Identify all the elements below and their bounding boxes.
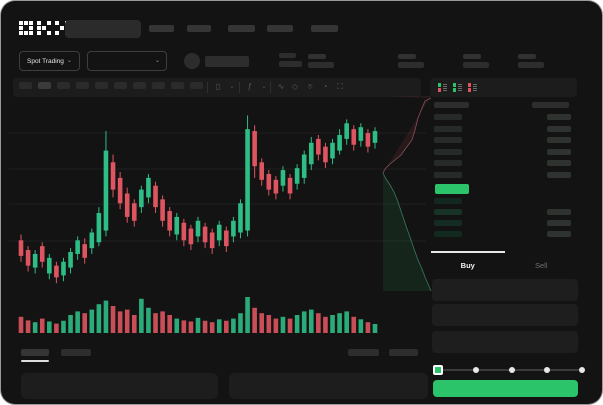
slider-stop[interactable] xyxy=(579,367,585,373)
chevron-down-icon[interactable]: ⌄ xyxy=(261,84,267,90)
ask-amount-placeholder[interactable] xyxy=(547,148,571,155)
bid-price-placeholder[interactable] xyxy=(434,220,462,226)
timeframe-button[interactable] xyxy=(114,82,127,89)
bid-price-placeholder[interactable] xyxy=(434,198,462,204)
stat-value-placeholder xyxy=(398,62,424,68)
timeframe-button[interactable] xyxy=(19,82,32,89)
price-placeholder xyxy=(279,53,296,58)
nav-item-placeholder[interactable] xyxy=(228,25,255,32)
stat-label-placeholder xyxy=(398,54,416,59)
timeframe-button[interactable] xyxy=(152,82,165,89)
stat-value-placeholder xyxy=(308,62,334,68)
orders-panel xyxy=(21,373,218,399)
order-input-field[interactable] xyxy=(432,331,578,353)
bottom-tab-active-placeholder[interactable] xyxy=(21,349,49,356)
bottom-tab-placeholder[interactable] xyxy=(61,349,91,356)
okx-logo-letter xyxy=(37,21,51,35)
ask-price-placeholder[interactable] xyxy=(434,148,462,155)
bids-view-icon[interactable] xyxy=(452,82,463,93)
nav-item-placeholder[interactable] xyxy=(267,25,293,32)
trade-tabs: Buy Sell xyxy=(431,251,578,277)
timeframe-button[interactable] xyxy=(57,82,70,89)
ask-price-placeholder[interactable] xyxy=(434,137,462,143)
chevron-down-icon[interactable]: ⌄ xyxy=(229,84,235,90)
slider-stop[interactable] xyxy=(473,367,480,373)
timeframe-button[interactable] xyxy=(171,82,184,89)
market-type-selector[interactable]: Spot Trading ⌄ xyxy=(19,51,80,71)
bid-price-placeholder[interactable] xyxy=(434,231,462,237)
ask-amount-placeholder[interactable] xyxy=(547,160,571,166)
bid-price-placeholder[interactable] xyxy=(434,209,462,215)
order-input-field[interactable] xyxy=(432,279,578,301)
ask-price-placeholder[interactable] xyxy=(434,171,462,178)
timeframe-button[interactable] xyxy=(190,82,203,89)
okx-logo-letter xyxy=(19,21,33,35)
last-price-badge[interactable] xyxy=(435,184,469,194)
nav-item-placeholder[interactable] xyxy=(149,25,174,32)
pair-name-placeholder xyxy=(205,56,249,67)
stat-value-placeholder xyxy=(463,62,489,68)
fullscreen-icon[interactable]: ⛶ xyxy=(337,82,343,91)
ask-amount-placeholder[interactable] xyxy=(547,114,571,120)
nav-item-placeholder[interactable] xyxy=(187,25,211,32)
okx-logo[interactable] xyxy=(19,21,69,35)
timeframe-button[interactable] xyxy=(95,82,108,89)
orderbook-header-placeholder xyxy=(434,102,469,108)
orderbook-toolbar xyxy=(430,78,577,97)
active-tab-indicator xyxy=(21,360,49,362)
pair-dropdown[interactable]: ⌄ xyxy=(87,51,167,71)
asks-view-icon[interactable] xyxy=(467,82,478,93)
camera-icon[interactable]: ⌾ xyxy=(307,82,313,91)
price-sub-placeholder xyxy=(279,61,302,67)
timeframe-button[interactable] xyxy=(76,82,89,89)
history-panel xyxy=(229,373,428,399)
slider-stop[interactable] xyxy=(508,367,515,373)
tab-buy[interactable]: Buy xyxy=(431,251,505,277)
line-tool-icon[interactable]: ∿ xyxy=(277,82,285,91)
market-type-label: Spot Trading xyxy=(27,57,64,65)
tab-sell[interactable]: Sell xyxy=(534,260,548,270)
order-input-field[interactable] xyxy=(432,304,578,326)
ask-amount-placeholder[interactable] xyxy=(547,137,571,143)
bid-amount-placeholder[interactable] xyxy=(547,209,571,215)
amount-slider-handle[interactable] xyxy=(433,365,443,375)
bid-amount-placeholder[interactable] xyxy=(547,220,571,226)
split-view-icon[interactable] xyxy=(437,82,448,93)
order-book xyxy=(431,96,578,241)
ask-price-placeholder[interactable] xyxy=(434,125,462,132)
stat-value-placeholder xyxy=(518,62,544,68)
candlestick-chart[interactable] xyxy=(1,96,431,336)
timeframe-button[interactable] xyxy=(133,82,146,89)
ask-price-placeholder[interactable] xyxy=(434,114,462,120)
slider-stop[interactable] xyxy=(543,367,550,373)
indicators-icon[interactable]: ƒ xyxy=(247,82,253,91)
stat-label-placeholder xyxy=(518,54,536,59)
stat-label-placeholder xyxy=(463,54,481,59)
bid-amount-placeholder[interactable] xyxy=(547,231,571,237)
draw-tool-icon[interactable]: ◇ xyxy=(291,82,299,91)
chevron-down-icon: ⌄ xyxy=(154,58,160,64)
ask-amount-placeholder[interactable] xyxy=(547,171,571,178)
settings-icon[interactable]: ◔ xyxy=(322,82,328,91)
ask-price-placeholder[interactable] xyxy=(434,160,462,166)
coin-avatar xyxy=(184,53,200,69)
stat-label-placeholder xyxy=(308,54,326,59)
ask-amount-placeholder[interactable] xyxy=(547,125,571,132)
depth-chart[interactable] xyxy=(382,96,432,292)
nav-item-placeholder[interactable] xyxy=(311,25,338,32)
candle-style-icon[interactable]: ▯ xyxy=(215,82,221,91)
chevron-down-icon: ⌄ xyxy=(66,58,72,64)
timeframe-button[interactable] xyxy=(38,82,51,89)
bottom-action-placeholder[interactable] xyxy=(348,349,379,356)
submit-order-button[interactable] xyxy=(433,380,578,397)
orderbook-header-placeholder xyxy=(532,102,569,108)
bottom-action-placeholder[interactable] xyxy=(389,349,418,356)
search-input[interactable] xyxy=(65,20,141,38)
